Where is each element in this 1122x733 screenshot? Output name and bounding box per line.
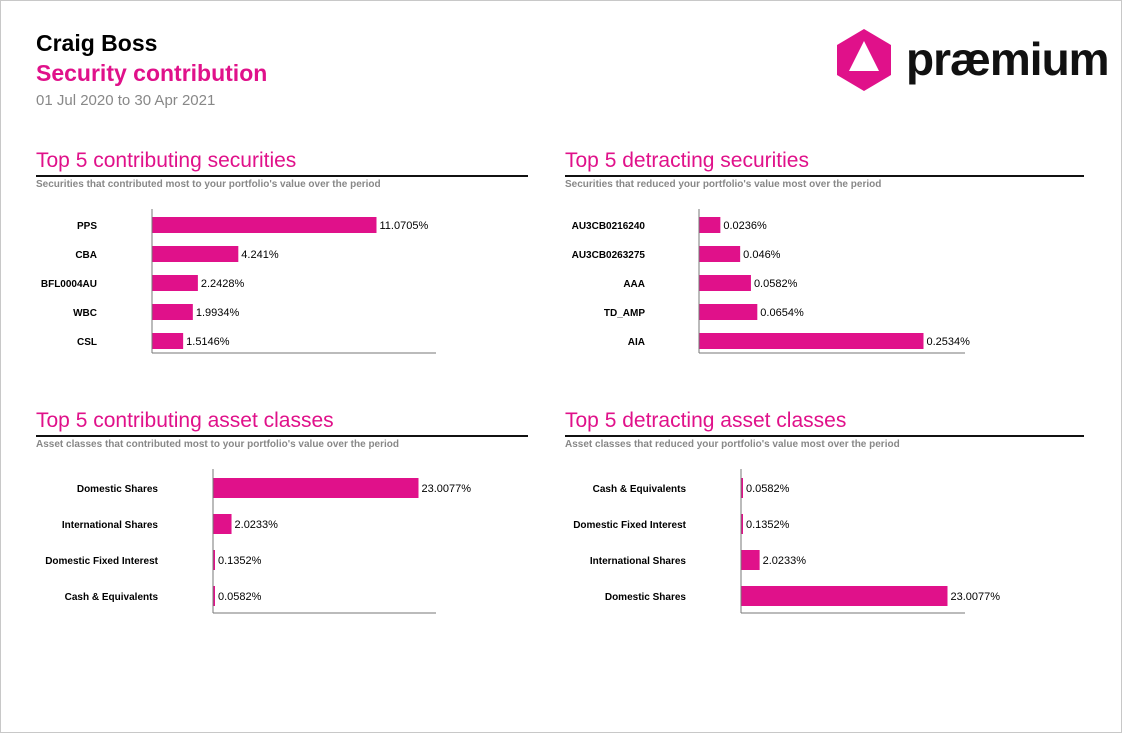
bar-chart-contributing-securities: PPS 11.0705% CBA 4.241% BFL0004AU 2.2428% WBC 1…: [41, 209, 436, 354]
bar: [741, 514, 743, 534]
bar: [152, 304, 193, 320]
category-label: WBC: [73, 308, 97, 319]
bar: [213, 586, 215, 606]
bar-chart-detracting-asset-classes: Cash & Equivalents 0.0582% Domestic Fixed …: [573, 469, 1001, 614]
category-label: Domestic Fixed Interest: [45, 556, 158, 567]
report-title: Security contribution: [36, 60, 268, 86]
category-label: BFL0004AU: [41, 279, 97, 290]
value-label: 0.0582%: [218, 591, 262, 603]
category-label: Domestic Shares: [605, 592, 687, 603]
category-label: Domestic Shares: [77, 484, 159, 495]
bar: [699, 333, 924, 349]
value-label: 2.0233%: [763, 555, 807, 567]
panel-subtitle: Asset classes that reduced your portfoli…: [565, 439, 900, 450]
value-label: 4.241%: [241, 249, 279, 261]
bar: [699, 275, 751, 291]
bar: [152, 333, 184, 349]
panel-divider: [565, 175, 1084, 177]
panel-divider: [565, 435, 1084, 437]
value-label: 0.0236%: [723, 220, 767, 232]
panel-title: Top 5 detracting securities: [565, 149, 809, 172]
category-label: CBA: [75, 250, 97, 261]
category-label: Domestic Fixed Interest: [573, 520, 686, 531]
category-label: PPS: [77, 221, 97, 232]
value-label: 11.0705%: [380, 220, 429, 232]
praemium-logo: præmium: [834, 28, 1110, 92]
logo-mark-icon: [837, 29, 891, 91]
panel-divider: [36, 435, 528, 437]
bar: [152, 246, 239, 262]
panel-divider: [36, 175, 528, 177]
bar: [699, 304, 758, 320]
category-label: Cash & Equivalents: [65, 592, 159, 603]
bar: [213, 478, 419, 498]
bar: [152, 275, 198, 291]
category-label: International Shares: [590, 556, 687, 567]
value-label: 1.5146%: [186, 336, 230, 348]
value-label: 1.9934%: [196, 307, 240, 319]
bar: [741, 478, 743, 498]
value-label: 0.1352%: [746, 519, 790, 531]
bar-chart-detracting-securities: AU3CB0216240 0.0236% AU3CB0263275 0.046% AAA…: [572, 209, 971, 354]
bar: [152, 217, 377, 233]
value-label: 0.2534%: [927, 336, 971, 348]
panel-subtitle: Securities that contributed most to your…: [36, 179, 381, 190]
value-label: 2.2428%: [201, 278, 245, 290]
category-label: TD_AMP: [604, 308, 645, 319]
panel-title: Top 5 detracting asset classes: [565, 409, 847, 432]
category-label: Cash & Equivalents: [593, 484, 687, 495]
category-label: AU3CB0216240: [572, 221, 646, 232]
category-label: CSL: [77, 337, 97, 348]
category-label: AAA: [623, 279, 645, 290]
panel-subtitle: Securities that reduced your portfolio's…: [565, 179, 882, 190]
bar: [699, 246, 741, 262]
bar: [741, 550, 760, 570]
value-label: 0.0654%: [760, 307, 804, 319]
value-label: 23.0077%: [422, 483, 472, 495]
bar: [213, 514, 232, 534]
category-label: International Shares: [62, 520, 159, 531]
panel-subtitle: Asset classes that contributed most to y…: [36, 439, 400, 450]
value-label: 0.1352%: [218, 555, 262, 567]
panel-title: Top 5 contributing asset classes: [36, 409, 334, 432]
report-period: 01 Jul 2020 to 30 Apr 2021: [36, 92, 216, 109]
value-label: 2.0233%: [235, 519, 279, 531]
value-label: 0.046%: [743, 249, 781, 261]
logo-wordmark: præmium: [906, 33, 1110, 85]
value-label: 0.0582%: [746, 483, 790, 495]
bar: [741, 586, 948, 606]
panel-title: Top 5 contributing securities: [36, 149, 297, 172]
bar: [213, 550, 215, 570]
category-label: AIA: [628, 337, 645, 348]
category-label: AU3CB0263275: [572, 250, 646, 261]
bar: [699, 217, 721, 233]
value-label: 0.0582%: [754, 278, 798, 290]
client-name: Craig Boss: [36, 30, 158, 56]
bar-chart-contributing-asset-classes: Domestic Shares 23.0077% International Sha…: [45, 469, 472, 614]
value-label: 23.0077%: [951, 591, 1001, 603]
